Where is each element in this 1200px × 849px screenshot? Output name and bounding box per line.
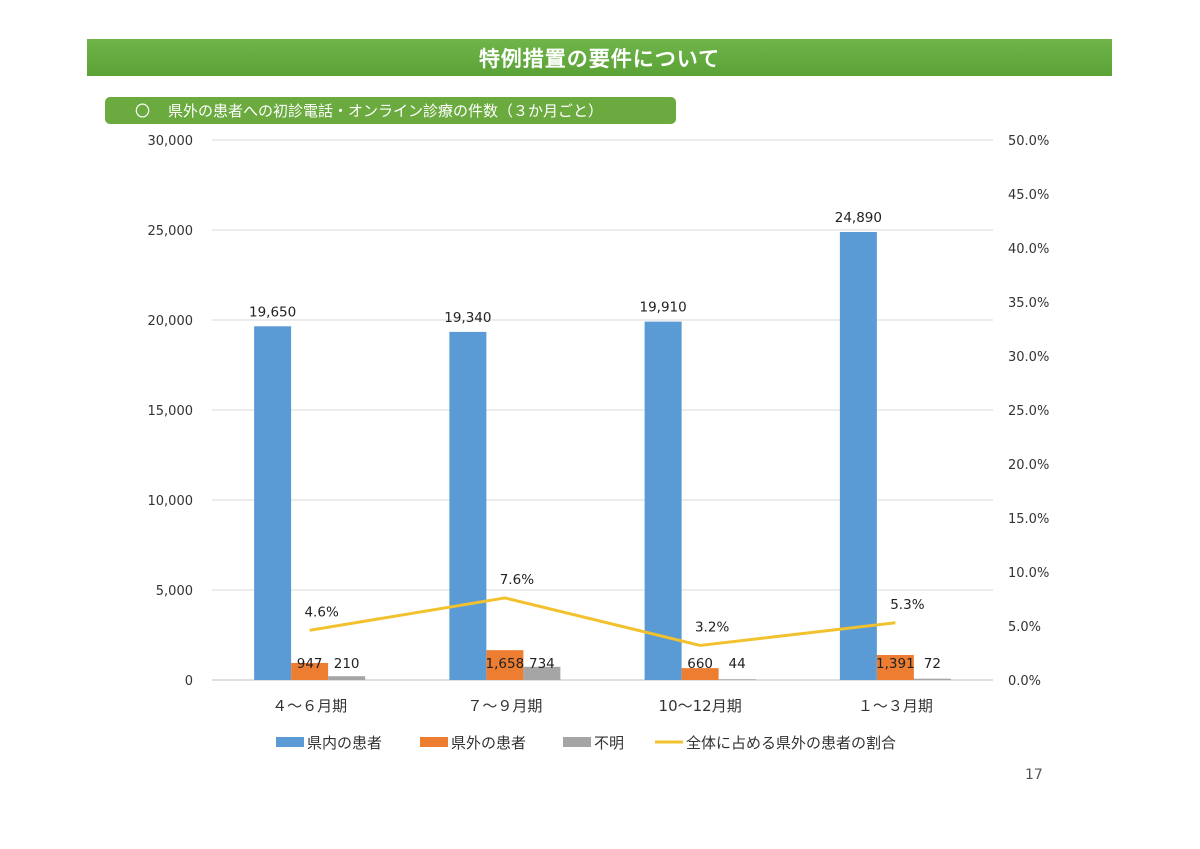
y-left-tick-label: 5,000: [156, 584, 193, 599]
y-left-tick-label: 15,000: [148, 404, 194, 419]
bar-data-label: 1,391: [876, 656, 915, 672]
legend-swatch: [563, 737, 591, 747]
y-right-tick-label: 35.0%: [1008, 296, 1049, 311]
bar-fumei: [523, 666, 561, 680]
legend-label: 不明: [594, 734, 624, 752]
y-left-tick-label: 0: [185, 674, 193, 689]
bar-kengai: [876, 654, 914, 680]
bar-data-label: 19,340: [444, 310, 491, 326]
bar-data-label: 72: [924, 656, 941, 672]
y-right-tick-label: 5.0%: [1008, 620, 1041, 635]
y-left-tick-label: 25,000: [148, 224, 194, 239]
legend-swatch: [276, 737, 304, 747]
bar-data-label: 24,890: [835, 210, 882, 226]
bar-fumei: [913, 678, 951, 680]
bar-kennai: [644, 321, 682, 680]
bar-kennai: [254, 326, 292, 680]
line-data-label: 4.6%: [304, 604, 338, 620]
x-category-label: １～３月期: [858, 697, 933, 715]
bar-data-label: 1,658: [486, 656, 525, 672]
bar-fumei: [328, 676, 366, 680]
bar-kengai: [681, 668, 719, 680]
x-category-label: ７～９月期: [467, 697, 542, 715]
legend-label: 県内の患者: [307, 734, 382, 752]
chart-subtitle-box: 〇 県外の患者への初診電話・オンライン診療の件数（３か月ごと）: [105, 97, 676, 124]
y-right-tick-label: 20.0%: [1008, 458, 1049, 473]
legend-label: 全体に占める県外の患者の割合: [686, 734, 896, 752]
bar-data-label: 947: [297, 656, 323, 672]
bar-data-label: 734: [529, 656, 555, 672]
bar-data-label: 660: [687, 656, 713, 672]
page-title: 特例措置の要件について: [478, 46, 721, 71]
subtitle-marker: 〇: [135, 102, 151, 120]
y-left-tick-label: 10,000: [148, 494, 194, 509]
x-category-label: 10～12月期: [659, 697, 742, 715]
bar-kennai: [839, 231, 877, 681]
bar-data-label: 210: [334, 656, 360, 672]
y-right-tick-label: 50.0%: [1008, 134, 1049, 149]
y-right-tick-label: 15.0%: [1008, 512, 1049, 527]
line-data-label: 3.2%: [695, 619, 729, 635]
page-title-bar: 特例措置の要件について: [87, 39, 1112, 76]
chart-subtitle: 県外の患者への初診電話・オンライン診療の件数（３か月ごと）: [168, 102, 604, 120]
line-data-label: 7.6%: [500, 572, 534, 588]
y-left-tick-label: 30,000: [148, 134, 194, 149]
legend-label: 県外の患者: [451, 734, 526, 752]
bar-data-label: 19,910: [640, 300, 687, 316]
line-data-label: 5.3%: [890, 597, 924, 613]
y-right-tick-label: 30.0%: [1008, 350, 1049, 365]
y-right-tick-label: 45.0%: [1008, 188, 1049, 203]
bar-data-label: 19,650: [249, 304, 296, 320]
x-category-label: ４～６月期: [272, 697, 347, 715]
y-right-tick-label: 40.0%: [1008, 242, 1049, 257]
bar-data-label: 44: [729, 656, 746, 672]
y-left-tick-label: 20,000: [148, 314, 194, 329]
bar-kennai: [449, 331, 487, 680]
bar-kengai: [291, 662, 329, 680]
y-right-tick-label: 0.0%: [1008, 674, 1041, 689]
y-right-tick-label: 10.0%: [1008, 566, 1049, 581]
y-right-tick-label: 25.0%: [1008, 404, 1049, 419]
bar-kengai: [486, 650, 524, 680]
page-number: 17: [1025, 767, 1043, 783]
ratio-line: [309, 596, 896, 647]
bar-fumei: [718, 679, 756, 680]
legend-swatch: [420, 737, 448, 747]
